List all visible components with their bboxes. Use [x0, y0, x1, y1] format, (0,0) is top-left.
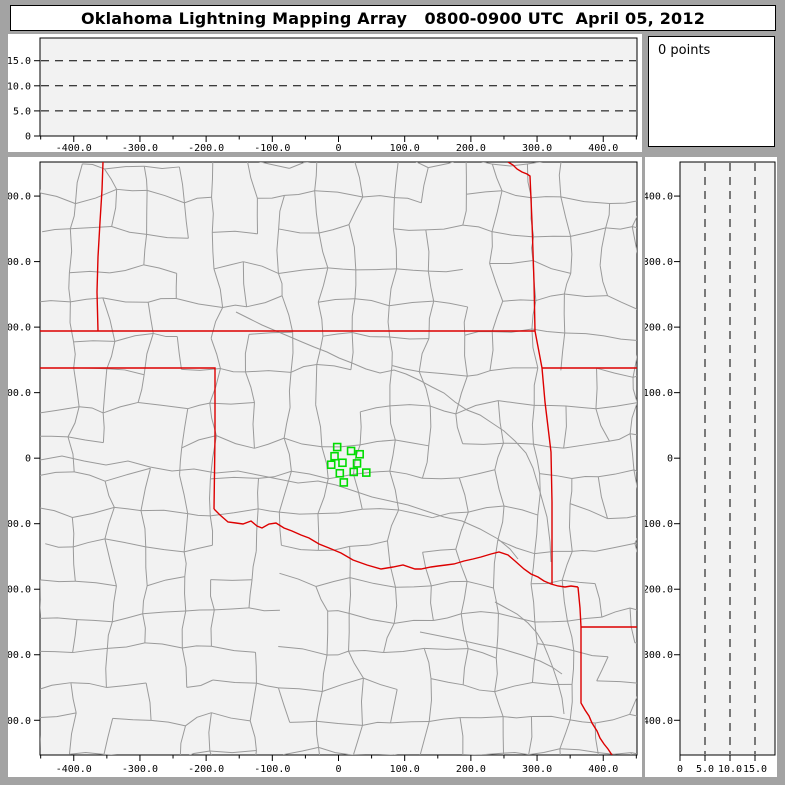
- canadian-river-line: [40, 455, 519, 560]
- ew-altitude-plot[interactable]: 15.0 10.0 5.0 0 -400.0 -300.0 -200.0 -100.0 0 100…: [8, 34, 642, 152]
- tick-label: 0: [667, 454, 673, 465]
- tick-label: 0: [25, 454, 31, 465]
- lma-station-marker: [339, 478, 349, 487]
- tick-label: 5.0: [696, 764, 714, 775]
- tick-label: 200.0: [8, 323, 31, 334]
- lma-station-marker: [355, 449, 364, 459]
- plan-view-panel: -400.0 -300.0 -200.0 -100.0 0 100.0 200.0 300.0…: [8, 157, 642, 777]
- tick-label: 100.0: [645, 388, 673, 399]
- tick-label: -200.0: [8, 585, 31, 596]
- tick-label: 400.0: [8, 192, 31, 203]
- tick-label: -300.0: [8, 650, 31, 661]
- ew-altitude-panel: 15.0 10.0 5.0 0 -400.0 -300.0 -200.0 -100.0 0 100…: [8, 34, 642, 152]
- tick-label: 100.0: [390, 764, 420, 775]
- tick-label: -300.0: [645, 650, 673, 661]
- ns-altitude-plot[interactable]: -400.0 -300.0 -200.0 -100.0 0 100.0 200.0 300.0…: [645, 157, 777, 777]
- lma-station-marker: [332, 442, 342, 452]
- colorado-kansas-border: [96, 162, 104, 332]
- points-count-label: 0 points: [658, 43, 711, 58]
- tick-label: 400.0: [645, 192, 673, 203]
- tick-label: -100.0: [254, 764, 290, 775]
- tick-label: 300.0: [522, 143, 552, 152]
- plan-view-map-plot[interactable]: -400.0 -300.0 -200.0 -100.0 0 100.0 200.0 300.0…: [8, 157, 642, 777]
- tick-label: 400.0: [588, 143, 618, 152]
- tick-label: 100.0: [390, 143, 420, 152]
- lma-station-marker: [338, 458, 347, 468]
- tick-label: -200.0: [645, 585, 673, 596]
- tick-label: -400.0: [56, 764, 92, 775]
- tick-label: 0: [335, 764, 341, 775]
- oklahoma-panhandle-100w: [40, 367, 216, 510]
- tick-label: -300.0: [122, 764, 158, 775]
- tick-label: 200.0: [456, 764, 486, 775]
- lma-station-marker: [335, 468, 345, 478]
- arkansas-river-line: [235, 311, 552, 563]
- sulphur-river-line: [419, 631, 563, 675]
- tick-label: 15.0: [8, 56, 31, 67]
- tick-label: 10.0: [8, 81, 31, 92]
- state-borders-layer: [40, 162, 637, 755]
- tick-label: 200.0: [645, 323, 673, 334]
- tick-label: -200.0: [188, 143, 224, 152]
- tick-label: 0: [25, 132, 31, 143]
- tick-label: -300.0: [122, 143, 158, 152]
- tick-label: 15.0: [743, 764, 767, 775]
- lma-station-marker: [346, 446, 356, 456]
- lma-station-marker: [330, 451, 339, 461]
- tick-label: 300.0: [522, 764, 552, 775]
- ns-altitude-panel: -400.0 -300.0 -200.0 -100.0 0 100.0 200.0 300.0…: [645, 157, 777, 777]
- tick-label: -100.0: [254, 143, 290, 152]
- tick-label: -400.0: [645, 716, 673, 727]
- tick-label: 200.0: [456, 143, 486, 152]
- lma-station-marker: [349, 467, 359, 477]
- plot-area[interactable]: [679, 161, 776, 756]
- tick-label: -100.0: [8, 519, 31, 530]
- rivers-layer: [40, 311, 565, 715]
- lma-stations-layer: [326, 442, 371, 487]
- tick-label: 10.0: [718, 764, 742, 775]
- ew-altitude-axes: 15.0 10.0 5.0 0 -400.0 -300.0 -200.0 -100.0 0 100…: [8, 37, 638, 152]
- tick-label: 300.0: [645, 257, 673, 268]
- lma-station-marker: [361, 468, 371, 477]
- tick-label: 100.0: [8, 388, 31, 399]
- tick-label: -100.0: [645, 519, 673, 530]
- ns-altitude-axes: -400.0 -300.0 -200.0 -100.0 0 100.0 200.0 300.0…: [645, 161, 776, 775]
- tick-label: 400.0: [588, 764, 618, 775]
- tick-label: -400.0: [8, 716, 31, 727]
- plot-area[interactable]: [39, 37, 638, 137]
- lma-station-marker: [326, 460, 336, 470]
- tick-label: 0: [335, 143, 341, 152]
- tick-label: -200.0: [188, 764, 224, 775]
- points-count-panel: 0 points: [648, 36, 775, 147]
- tick-label: 300.0: [8, 257, 31, 268]
- missouri-arkansas-east-border: [507, 162, 553, 584]
- page-title: Oklahoma Lightning Mapping Array 0800-09…: [10, 5, 776, 31]
- tick-label: -400.0: [56, 143, 92, 152]
- lma-station-marker: [352, 459, 362, 468]
- kiamichi-river-line: [494, 601, 565, 715]
- red-river-ok-tx: [213, 508, 579, 588]
- county-boundaries-layer: [40, 162, 637, 755]
- tick-label: 0: [677, 764, 683, 775]
- tick-label: 5.0: [13, 106, 31, 117]
- plan-view-axes: -400.0 -300.0 -200.0 -100.0 0 100.0 200.0 300.0…: [8, 161, 638, 775]
